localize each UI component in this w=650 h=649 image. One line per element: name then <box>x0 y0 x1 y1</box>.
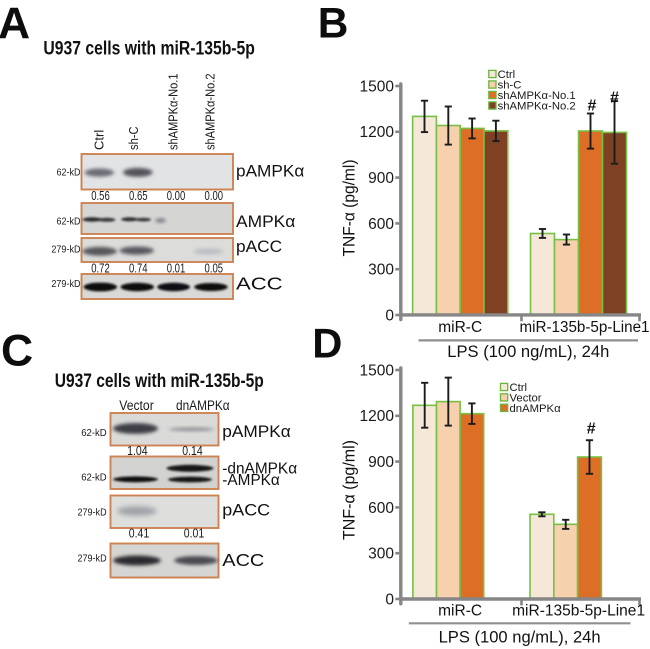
svg-text:dnAMPKα: dnAMPKα <box>176 398 230 413</box>
svg-text:1.04: 1.04 <box>127 444 148 458</box>
svg-text:0.01: 0.01 <box>184 527 205 541</box>
svg-text:62-kD: 62-kD <box>57 216 81 227</box>
svg-text:0.00: 0.00 <box>205 189 224 203</box>
svg-text:900: 900 <box>368 170 394 187</box>
svg-text:#: # <box>610 90 619 107</box>
svg-text:900: 900 <box>368 454 394 471</box>
svg-text:sh-C: sh-C <box>126 127 141 151</box>
svg-text:Vector: Vector <box>119 398 154 413</box>
svg-text:dnAMPKα: dnAMPKα <box>510 403 562 415</box>
svg-text:0: 0 <box>385 307 394 324</box>
svg-text:300: 300 <box>368 546 394 563</box>
svg-text:shAMPKα-No.1: shAMPKα-No.1 <box>498 90 576 102</box>
svg-text:B: B <box>318 0 349 47</box>
svg-text:shAMPKα-No.1: shAMPKα-No.1 <box>166 74 181 151</box>
svg-text:U937 cells with miR-135b-5p: U937 cells with miR-135b-5p <box>43 39 255 60</box>
svg-text:LPS (100 ng/mL), 24h: LPS (100 ng/mL), 24h <box>447 343 609 361</box>
svg-text:#: # <box>587 421 596 438</box>
svg-text:0: 0 <box>385 591 394 608</box>
svg-text:pAMPKα: pAMPKα <box>222 423 291 441</box>
svg-text:0.00: 0.00 <box>167 189 186 203</box>
svg-text:pACC: pACC <box>236 237 282 256</box>
svg-text:Ctrl: Ctrl <box>498 69 516 81</box>
svg-text:D: D <box>312 320 342 367</box>
svg-text:62-kD: 62-kD <box>57 168 81 179</box>
svg-text:0.05: 0.05 <box>205 262 224 276</box>
svg-text:Ctrl: Ctrl <box>510 382 528 394</box>
svg-text:0.41: 0.41 <box>129 527 150 541</box>
svg-text:0.65: 0.65 <box>129 189 148 203</box>
svg-text:miR-135b-5p-Line1: miR-135b-5p-Line1 <box>520 319 650 336</box>
svg-text:0.72: 0.72 <box>91 262 110 276</box>
svg-text:300: 300 <box>368 262 394 279</box>
svg-text:600: 600 <box>368 500 394 517</box>
svg-text:62-kD: 62-kD <box>81 473 106 484</box>
svg-text:LPS (100 ng/mL), 24h: LPS (100 ng/mL), 24h <box>439 628 601 646</box>
svg-text:sh-C: sh-C <box>498 80 522 92</box>
svg-text:miR-C: miR-C <box>438 603 482 620</box>
svg-text:miR-C: miR-C <box>438 319 482 336</box>
svg-text:1200: 1200 <box>360 408 395 425</box>
svg-text:279-kD: 279-kD <box>78 508 107 519</box>
svg-text:0.01: 0.01 <box>167 262 186 276</box>
svg-text:TNF-α (pg/ml): TNF-α (pg/ml) <box>341 160 359 257</box>
svg-text:shAMPKα-No.2: shAMPKα-No.2 <box>498 101 576 113</box>
svg-text:0.74: 0.74 <box>129 262 148 276</box>
svg-text:AMPKα: AMPKα <box>236 212 295 231</box>
svg-text:shAMPKα-No.2: shAMPKα-No.2 <box>203 74 218 151</box>
svg-text:1500: 1500 <box>360 78 395 95</box>
svg-text:miR-135b-5p-Line1: miR-135b-5p-Line1 <box>512 603 645 620</box>
svg-text:#: # <box>588 98 597 115</box>
svg-text:62-kD: 62-kD <box>81 428 106 439</box>
svg-text:1200: 1200 <box>360 124 395 141</box>
svg-text:1500: 1500 <box>360 362 395 379</box>
svg-text:pAMPKα: pAMPKα <box>236 162 304 181</box>
svg-text:279-kD: 279-kD <box>51 244 80 255</box>
svg-text:279-kD: 279-kD <box>78 554 107 565</box>
svg-text:Ctrl: Ctrl <box>92 130 107 150</box>
svg-text:U937 cells with miR-135b-5p: U937 cells with miR-135b-5p <box>55 371 264 392</box>
svg-text:600: 600 <box>368 216 394 233</box>
svg-text:-AMPKα: -AMPKα <box>222 472 280 489</box>
svg-text:Vector: Vector <box>510 392 542 404</box>
svg-text:pACC: pACC <box>222 502 270 520</box>
svg-text:A: A <box>0 0 30 49</box>
svg-text:ACC: ACC <box>222 550 264 570</box>
svg-text:279-kD: 279-kD <box>51 279 80 290</box>
svg-text:0.14: 0.14 <box>182 444 203 458</box>
svg-text:-dnAMPKα: -dnAMPKα <box>222 460 297 477</box>
svg-text:C: C <box>1 327 33 376</box>
svg-text:ACC: ACC <box>236 273 283 293</box>
svg-text:0.56: 0.56 <box>91 189 110 203</box>
svg-text:TNF-α (pg/ml): TNF-α (pg/ml) <box>341 440 359 540</box>
